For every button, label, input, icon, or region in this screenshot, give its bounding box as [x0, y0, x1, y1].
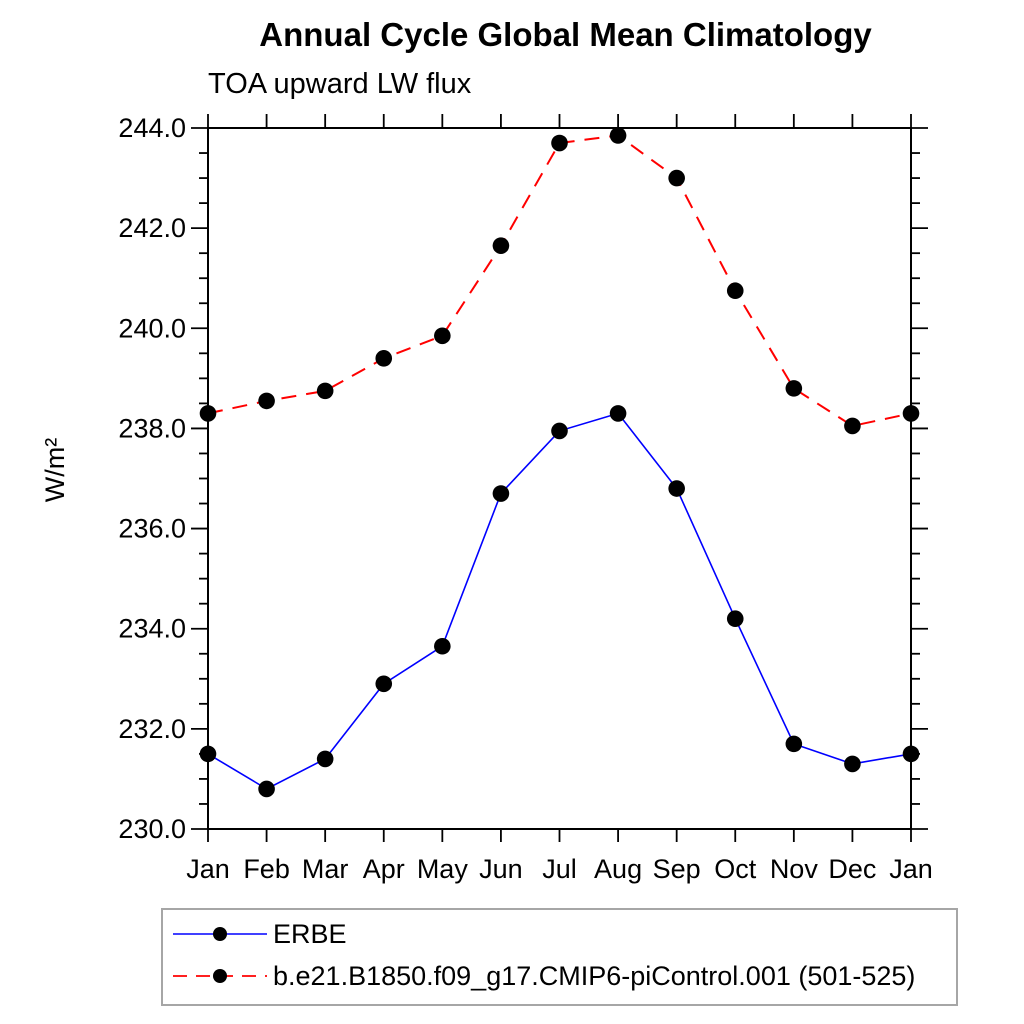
data-point-marker: [434, 637, 451, 655]
x-tick-label: Oct: [714, 854, 757, 884]
legend-label-erbe: ERBE: [273, 918, 347, 949]
data-point-marker: [609, 405, 627, 422]
y-tick-label: 236.0: [118, 514, 186, 544]
x-tick-label: May: [417, 854, 469, 884]
data-point-marker: [375, 675, 393, 693]
data-point-marker: [551, 422, 568, 440]
chart-title: Annual Cycle Global Mean Climatology: [259, 16, 872, 53]
y-tick-label: 238.0: [118, 413, 186, 443]
x-tick-label: Nov: [770, 854, 819, 884]
data-point-marker: [844, 417, 861, 435]
chart-subtitle: TOA upward LW flux: [208, 68, 472, 100]
data-point-marker: [551, 134, 568, 152]
x-tick-label: Sep: [653, 854, 701, 884]
y-tick-label: 230.0: [118, 814, 186, 844]
x-tick-label: Aug: [594, 854, 642, 884]
x-tick-label: Feb: [243, 854, 290, 884]
y-tick-label: 234.0: [118, 614, 186, 644]
data-point-marker: [492, 485, 510, 502]
data-point-marker: [785, 735, 803, 753]
legend-item-erbe: ERBE: [163, 913, 956, 955]
axis-frame: [207, 127, 912, 830]
y-tick-label: 240.0: [118, 313, 186, 343]
data-point-marker: [492, 237, 510, 254]
y-axis-title: W/m²: [40, 438, 70, 502]
data-point-marker: [726, 610, 744, 627]
x-tick-label: Jun: [479, 854, 523, 884]
x-tick-label: Jul: [542, 854, 577, 884]
data-point-marker: [199, 405, 217, 422]
x-tick-label: Mar: [302, 854, 349, 884]
data-point-marker: [902, 745, 920, 763]
data-point-marker: [258, 780, 275, 798]
data-point-marker: [902, 405, 920, 422]
y-tick-label: 242.0: [118, 213, 186, 243]
erbe-line-sample-icon: [173, 927, 267, 941]
x-tick-label: Jan: [889, 854, 933, 884]
legend-label-model: b.e21.B1850.f09_g17.CMIP6-piControl.001 …: [273, 960, 916, 991]
data-point-marker: [668, 480, 685, 497]
legend-item-model: b.e21.B1850.f09_g17.CMIP6-piControl.001 …: [163, 955, 956, 997]
data-point-marker: [199, 745, 217, 763]
data-point-marker: [609, 127, 627, 144]
x-tick-label: Dec: [828, 854, 876, 884]
data-point-marker: [844, 755, 861, 773]
legend-box: ERBE b.e21.B1850.f09_g17.CMIP6-piControl…: [161, 908, 958, 1006]
series-line-erbe: [207, 412, 912, 790]
data-point-marker: [375, 350, 393, 367]
y-tick-label: 232.0: [118, 714, 186, 744]
x-tick-label: Jan: [186, 854, 230, 884]
x-tick-label: Apr: [363, 854, 405, 884]
data-point-marker: [434, 327, 451, 345]
data-point-marker: [316, 750, 334, 768]
data-point-marker: [785, 380, 803, 397]
data-point-marker: [668, 169, 685, 187]
series-line-model: [207, 134, 912, 427]
model-dashed-line-sample-icon: [173, 969, 267, 983]
data-point-marker: [726, 282, 744, 300]
data-point-marker: [316, 382, 334, 400]
data-point-marker: [258, 392, 275, 410]
y-tick-label: 244.0: [118, 113, 186, 143]
